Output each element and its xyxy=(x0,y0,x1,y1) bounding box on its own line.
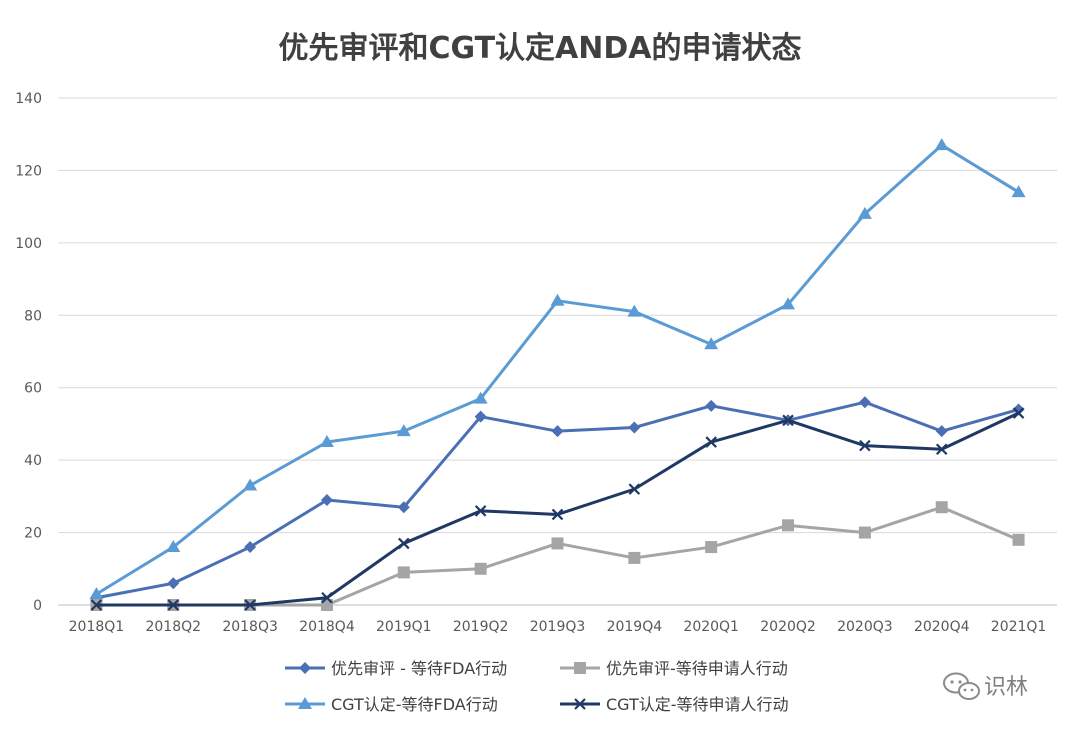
wechat-icon xyxy=(943,672,980,700)
data-point xyxy=(319,435,334,448)
x-axis-ticks: 2018Q1 2018Q2 2018Q3 2018Q4 2019Q1 2019Q2 2019… xyxy=(69,619,1047,635)
y-tick-label: 80 xyxy=(24,308,42,324)
data-point xyxy=(551,537,564,550)
data-point xyxy=(1012,407,1025,419)
legend-label: CGT认定-等待FDA行动 xyxy=(331,695,498,714)
watermark: 识林 xyxy=(943,672,1028,700)
data-point xyxy=(90,599,103,611)
legend-item-3: CGT认定-等待FDA行动 xyxy=(285,695,498,714)
legend-label: 优先审评 - 等待FDA行动 xyxy=(331,659,507,678)
data-point xyxy=(574,698,586,710)
data-point xyxy=(627,304,642,317)
data-point xyxy=(704,337,719,350)
x-tick-label: 2019Q2 xyxy=(453,619,509,635)
data-point xyxy=(551,508,564,521)
y-tick-label: 100 xyxy=(15,236,42,252)
data-point xyxy=(166,540,181,553)
data-point xyxy=(859,439,871,452)
y-tick-label: 140 xyxy=(15,91,42,107)
legend-item-2: 优先审评-等待申请人行动 xyxy=(560,659,788,678)
series-line xyxy=(96,505,1020,607)
y-tick-label: 20 xyxy=(24,526,42,542)
data-point xyxy=(396,424,411,437)
data-point xyxy=(397,501,410,514)
data-point xyxy=(857,206,872,219)
data-point xyxy=(551,425,564,438)
data-point xyxy=(320,493,333,506)
x-tick-label: 2018Q4 xyxy=(299,619,355,635)
x-tick-label: 2021Q1 xyxy=(991,619,1047,635)
data-point xyxy=(781,297,796,310)
watermark-text: 识林 xyxy=(984,675,1028,700)
data-point xyxy=(243,478,258,491)
legend-item-1: 优先审评 - 等待FDA行动 xyxy=(285,659,507,678)
x-tick-label: 2018Q1 xyxy=(69,619,125,635)
data-point xyxy=(298,697,312,709)
data-point xyxy=(935,501,948,514)
data-point xyxy=(858,396,871,409)
data-point xyxy=(574,662,586,674)
y-tick-label: 0 xyxy=(33,598,42,614)
y-tick-label: 60 xyxy=(24,381,42,397)
y-tick-label: 120 xyxy=(15,163,42,179)
legend: 优先审评 - 等待FDA行动 优先审评-等待申请人行动 CGT认定-等待FDA行动 C… xyxy=(285,659,789,714)
data-point xyxy=(935,443,948,456)
data-point xyxy=(167,577,180,590)
y-tick-label: 40 xyxy=(24,453,42,469)
x-tick-label: 2018Q3 xyxy=(222,619,278,635)
x-tick-label: 2020Q1 xyxy=(683,619,739,635)
data-point xyxy=(782,519,795,532)
data-point xyxy=(1012,533,1025,546)
x-tick-label: 2020Q3 xyxy=(837,619,893,635)
data-point xyxy=(397,566,410,579)
x-tick-label: 2019Q1 xyxy=(376,619,432,635)
data-point xyxy=(321,591,333,604)
x-tick-label: 2018Q2 xyxy=(145,619,201,635)
data-point xyxy=(628,551,641,564)
data-point xyxy=(782,414,794,427)
y-axis-ticks: 0 20 40 60 80 100 120 140 xyxy=(15,91,42,614)
legend-item-4: CGT认定-等待申请人行动 xyxy=(560,695,789,714)
x-tick-label: 2020Q2 xyxy=(760,619,816,635)
data-point xyxy=(244,541,257,554)
data-point xyxy=(550,293,565,306)
data-point xyxy=(858,526,871,539)
data-point xyxy=(705,541,718,554)
data-point xyxy=(474,562,487,575)
series-line xyxy=(96,411,1020,607)
data-point xyxy=(935,425,948,438)
series-4 xyxy=(90,407,1025,611)
grid xyxy=(58,97,1057,606)
legend-label: 优先审评-等待申请人行动 xyxy=(606,659,788,678)
series-3 xyxy=(89,138,1026,600)
x-tick-label: 2020Q4 xyxy=(914,619,970,635)
x-tick-label: 2019Q3 xyxy=(530,619,586,635)
series-group xyxy=(89,138,1026,611)
data-point xyxy=(474,505,487,517)
chart-title: 优先审评和CGT认定ANDA的申请状态 xyxy=(278,31,801,66)
data-point xyxy=(474,410,487,423)
legend-label: CGT认定-等待申请人行动 xyxy=(606,695,789,714)
data-point xyxy=(89,587,104,600)
data-point xyxy=(473,391,488,404)
data-point xyxy=(628,483,641,495)
data-point xyxy=(934,138,949,151)
data-point xyxy=(167,599,180,611)
data-point xyxy=(705,399,718,412)
data-point xyxy=(628,421,641,434)
x-tick-label: 2019Q4 xyxy=(607,619,663,635)
data-point xyxy=(1011,185,1026,198)
data-point xyxy=(1012,403,1025,416)
data-point xyxy=(299,662,311,674)
data-point xyxy=(705,436,717,448)
data-point xyxy=(398,537,410,550)
data-point xyxy=(244,599,256,611)
